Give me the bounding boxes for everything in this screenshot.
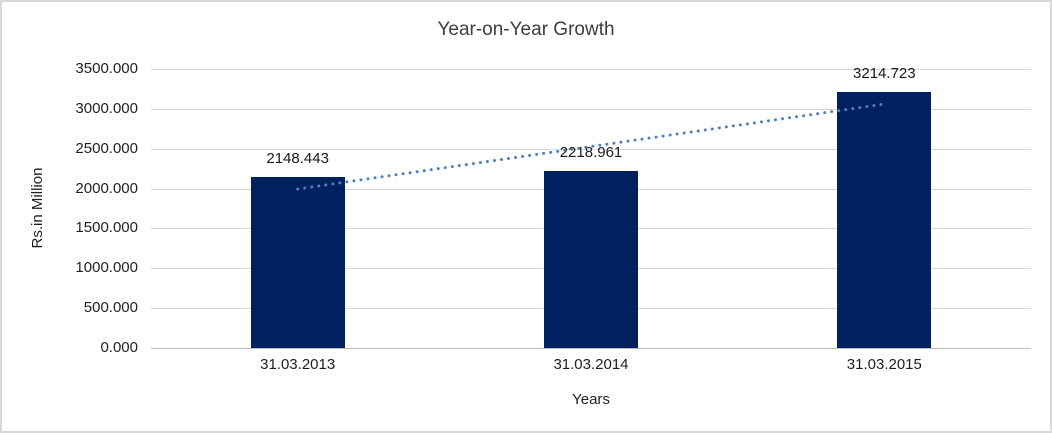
- x-tick-label: 31.03.2013: [260, 356, 336, 373]
- bar: [837, 91, 932, 348]
- gridline: [151, 69, 1031, 70]
- bar-value-label: 2148.443: [266, 149, 329, 167]
- y-tick-label: 0.000: [100, 339, 138, 356]
- y-tick-label: 1000.000: [75, 259, 138, 277]
- x-tick-label: 31.03.2014: [553, 356, 629, 373]
- bar-value-label: 2218.961: [559, 144, 623, 162]
- y-tick-label: 3500.000: [75, 60, 138, 77]
- chart-title: Year-on-Year Growth: [437, 19, 615, 40]
- y-tick-label: 2000.000: [75, 179, 138, 197]
- x-axis-line: [151, 348, 1031, 349]
- bar: [250, 176, 345, 348]
- bar: [544, 171, 638, 348]
- y-tick-label: 2500.000: [75, 139, 138, 157]
- bar-value-label: 3214.723: [853, 64, 916, 82]
- y-tick-label: 500.000: [83, 299, 138, 317]
- x-axis-title: Years: [572, 391, 610, 408]
- y-tick-label: 1500.000: [75, 219, 138, 237]
- x-tick-label: 31.03.2015: [846, 356, 922, 373]
- y-tick-label: 3000.000: [75, 99, 138, 117]
